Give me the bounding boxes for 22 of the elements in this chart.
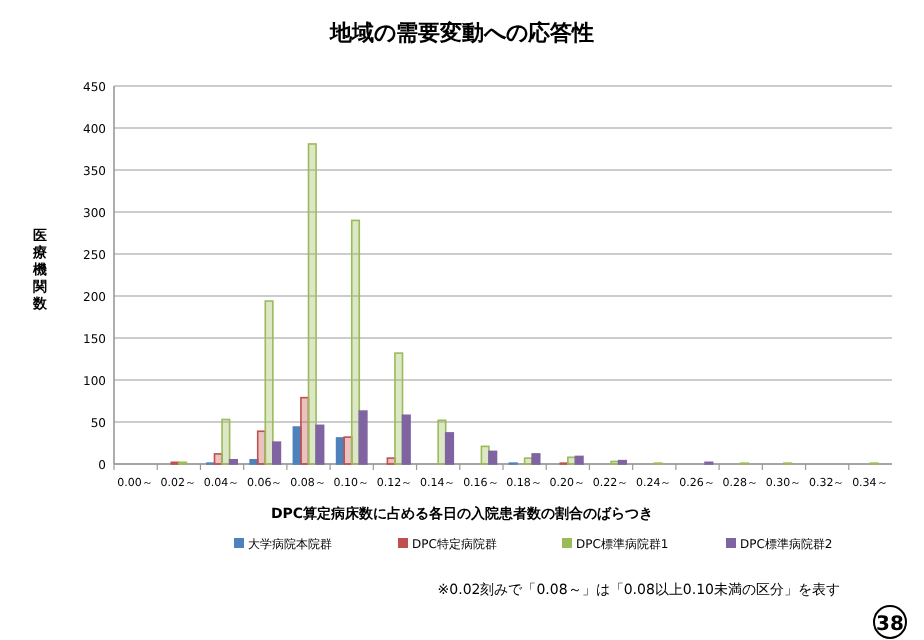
bar bbox=[401, 414, 411, 465]
bar bbox=[343, 436, 353, 465]
bar bbox=[488, 450, 498, 465]
bar bbox=[307, 143, 317, 465]
bar bbox=[437, 419, 447, 465]
bar bbox=[335, 437, 345, 465]
bar bbox=[358, 410, 368, 465]
bar bbox=[315, 424, 325, 465]
bar bbox=[531, 453, 541, 465]
bar bbox=[574, 455, 584, 465]
chart-title: 地域の需要変動への応答性 bbox=[328, 20, 594, 46]
text: 38 bbox=[876, 614, 904, 636]
bar bbox=[394, 352, 404, 465]
bar bbox=[272, 441, 282, 465]
bar bbox=[444, 432, 455, 465]
bar bbox=[221, 418, 231, 465]
bar bbox=[350, 219, 361, 465]
bar bbox=[228, 459, 238, 465]
bar bbox=[264, 300, 274, 465]
bar bbox=[567, 456, 577, 465]
bar bbox=[249, 459, 259, 465]
bar bbox=[292, 426, 302, 465]
